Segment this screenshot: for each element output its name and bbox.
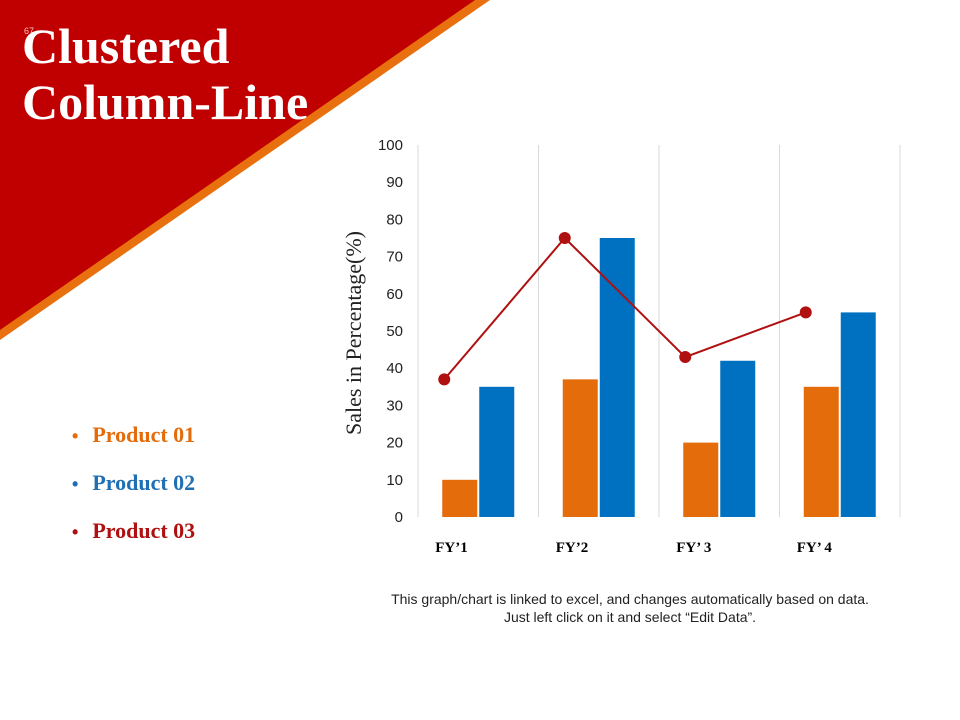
- x-tick-label: FY’2: [556, 540, 589, 556]
- y-tick-label: 70: [386, 249, 403, 266]
- y-tick-label: 0: [395, 509, 403, 526]
- line-point: [438, 373, 451, 386]
- bar: [803, 386, 839, 517]
- y-tick-label: 60: [386, 286, 403, 303]
- y-tick-label: 10: [386, 472, 403, 489]
- x-tick-label: FY’ 4: [797, 540, 833, 556]
- line-point: [799, 306, 812, 319]
- bar: [599, 238, 635, 517]
- line-point: [558, 232, 571, 244]
- y-tick-label: 40: [386, 360, 403, 377]
- chart-footnote: This graph/chart is linked to excel, and…: [391, 591, 869, 625]
- y-tick-label: 50: [386, 323, 403, 340]
- y-axis-label: Sales in Percentage(%): [341, 231, 366, 435]
- bullet-icon: •: [72, 426, 79, 446]
- y-tick-label: 100: [378, 137, 403, 154]
- y-tick-label: 80: [386, 211, 403, 228]
- legend-item: • Product 03: [72, 514, 195, 562]
- slide-number: 67: [24, 26, 35, 36]
- bar: [479, 386, 515, 517]
- legend-item: • Product 02: [72, 466, 195, 514]
- legend-label: Product 02: [92, 470, 196, 495]
- y-tick-label: 90: [386, 174, 403, 191]
- x-tick-label: FY’ 3: [676, 540, 711, 556]
- banner-red-triangle: [0, 0, 475, 330]
- slide-title: Clustered Column-Line: [22, 18, 309, 130]
- legend: • Product 01 • Product 02 • Product 03: [72, 418, 195, 562]
- bullet-icon: •: [72, 474, 79, 494]
- bar: [562, 379, 598, 517]
- x-tick-label: FY’1: [435, 540, 468, 556]
- line-point: [679, 351, 692, 364]
- bar: [442, 479, 478, 517]
- bar: [683, 442, 719, 517]
- bar: [720, 360, 756, 517]
- legend-label: Product 03: [92, 518, 196, 543]
- bar: [840, 312, 876, 517]
- legend-item: • Product 01: [72, 418, 195, 466]
- legend-label: Product 01: [92, 422, 196, 447]
- y-tick-label: 30: [386, 397, 403, 414]
- bullet-icon: •: [72, 522, 79, 542]
- series-line: [443, 236, 807, 381]
- y-tick-label: 20: [386, 435, 403, 452]
